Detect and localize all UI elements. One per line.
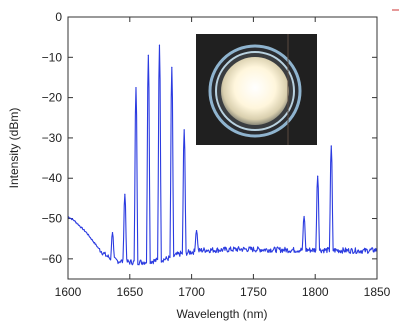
y-tick-label: −20 xyxy=(42,91,63,105)
x-tick-label: 1750 xyxy=(240,285,267,299)
spectrum-peak xyxy=(124,193,126,195)
plot-area xyxy=(67,44,378,266)
x-tick-label: 1600 xyxy=(55,285,82,299)
y-tick-label: −30 xyxy=(42,131,63,145)
x-axis-label: Wavelength (nm) xyxy=(177,307,268,321)
spectrum-peak xyxy=(330,145,332,147)
y-axis-label: Intensity (dBm) xyxy=(7,108,21,189)
plot-frame xyxy=(67,16,378,280)
spectrum-peak xyxy=(195,230,198,232)
spectrum-peak xyxy=(183,129,185,131)
fiber-core-glow xyxy=(221,57,289,125)
spectrum-line xyxy=(67,44,378,266)
spectrum-peak xyxy=(158,44,161,46)
y-tick-label: −50 xyxy=(42,212,63,226)
spectrum-peak xyxy=(147,54,149,56)
fiber-mode-inset xyxy=(196,34,317,145)
x-tick-label: 1850 xyxy=(364,285,391,299)
spectrum-peak xyxy=(303,215,305,218)
y-tick-label: −60 xyxy=(42,252,63,266)
x-tick-label: 1800 xyxy=(302,285,329,299)
spectrum-peak xyxy=(135,86,137,89)
x-tick-label: 1700 xyxy=(178,285,205,299)
spectrum-peak xyxy=(171,66,173,68)
spectrum-peak xyxy=(111,232,114,234)
x-tick-label: 1650 xyxy=(116,285,143,299)
y-tick-label: 0 xyxy=(55,10,62,24)
y-tick-label: −40 xyxy=(42,171,63,185)
spectrum-peak xyxy=(317,175,319,177)
axis-tick-labels: 1600 1650 1700 1750 1800 1850 0 −10 −20 −30 −40 −50… xyxy=(42,10,391,299)
y-tick-label: −10 xyxy=(42,50,63,64)
